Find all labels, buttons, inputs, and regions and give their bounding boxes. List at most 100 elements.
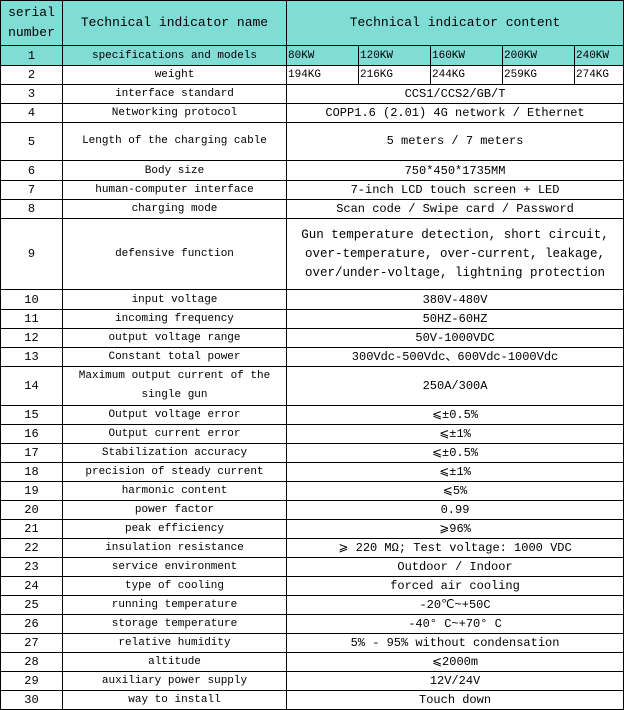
table-row: 18 precision of steady current ⩽±1% xyxy=(0,462,624,482)
model-cell: 240KW xyxy=(573,45,624,66)
table-row: 11 incoming frequency 50HZ-60HZ xyxy=(0,309,624,329)
content-cell: ⩽±0.5% xyxy=(285,443,624,463)
name-cell: input voltage xyxy=(62,289,287,310)
serial-cell: 10 xyxy=(0,289,63,310)
table-row: 5 Length of the charging cable 5 meters / … xyxy=(0,122,624,161)
table-row: 29 auxiliary power supply 12V/24V xyxy=(0,671,624,691)
content-cell: ⩽2000m xyxy=(285,652,624,672)
name-cell: Body size xyxy=(62,160,287,181)
weight-cell: 194KG xyxy=(286,65,359,85)
content-cell: 5% - 95% without condensation xyxy=(285,633,624,653)
serial-cell: 7 xyxy=(0,180,63,200)
name-cell: defensive function xyxy=(62,218,287,290)
name-cell: Maximum output current of the single gun xyxy=(62,366,287,406)
serial-cell: 12 xyxy=(0,328,63,348)
content-cell: ⩽±0.5% xyxy=(285,405,624,425)
table-row: 21 peak efficiency ⩾96% xyxy=(0,519,624,539)
table-row: 24 type of cooling forced air cooling xyxy=(0,576,624,596)
content-cell: Touch down xyxy=(285,690,624,710)
table-row: 10 input voltage 380V-480V xyxy=(0,289,624,310)
name-cell: insulation resistance xyxy=(62,538,287,558)
table-row: 7 human-computer interface 7-inch LCD touc… xyxy=(0,180,624,200)
table-row: 27 relative humidity 5% - 95% without cond… xyxy=(0,633,624,653)
name-cell: power factor xyxy=(62,500,287,520)
name-cell: storage temperature xyxy=(62,614,287,634)
serial-cell: 15 xyxy=(0,405,63,425)
name-cell: Stabilization accuracy xyxy=(62,443,287,463)
serial-cell: 2 xyxy=(0,65,63,85)
serial-cell: 4 xyxy=(0,103,63,123)
weight-cell: 259KG xyxy=(502,65,575,85)
name-cell: Networking protocol xyxy=(62,103,287,123)
content-cell: ⩽±1% xyxy=(285,424,624,444)
name-cell: specifications and models xyxy=(62,45,287,66)
serial-cell: 28 xyxy=(0,652,63,672)
name-cell: Output voltage error xyxy=(62,405,287,425)
header-row: serial number Technical indicator name T… xyxy=(0,0,624,46)
name-cell: Length of the charging cable xyxy=(62,122,287,161)
name-cell: type of cooling xyxy=(62,576,287,596)
serial-cell: 14 xyxy=(0,366,63,406)
name-cell: charging mode xyxy=(62,199,287,219)
name-cell: auxiliary power supply xyxy=(62,671,287,691)
serial-cell: 21 xyxy=(0,519,63,539)
content-cell: forced air cooling xyxy=(285,576,624,596)
content-cell: ⩾ 220 MΩ; Test voltage: 1000 VDC xyxy=(285,538,624,558)
content-cell: CCS1/CCS2/GB/T xyxy=(285,84,624,104)
content-cell: 750*450*1735MM xyxy=(285,160,624,181)
table-row: 2 weight 194KG 216KG 244KG 259KG 274KG xyxy=(0,65,624,85)
table-row: 26 storage temperature -40° C~+70° C xyxy=(0,614,624,634)
table-row: 1 specifications and models 80KW 120KW 1… xyxy=(0,45,624,66)
serial-cell: 3 xyxy=(0,84,63,104)
table-row: 12 output voltage range 50V-1000VDC xyxy=(0,328,624,348)
table-row: 30 way to install Touch down xyxy=(0,690,624,710)
content-cell: Gun temperature detection, short circuit… xyxy=(285,218,624,290)
table-row: 19 harmonic content ⩽5% xyxy=(0,481,624,501)
name-cell: interface standard xyxy=(62,84,287,104)
table-row: 22 insulation resistance ⩾ 220 MΩ; Test vo… xyxy=(0,538,624,558)
serial-cell: 30 xyxy=(0,690,63,710)
serial-cell: 9 xyxy=(0,218,63,290)
model-cell: 160KW xyxy=(430,45,503,66)
name-cell: human-computer interface xyxy=(62,180,287,200)
table-row: 14 Maximum output current of the single g… xyxy=(0,366,624,406)
serial-cell: 6 xyxy=(0,160,63,181)
name-cell: Output current error xyxy=(62,424,287,444)
table-row: 16 Output current error ⩽±1% xyxy=(0,424,624,444)
content-cell: COPP1.6 (2.01) 4G network / Ethernet xyxy=(285,103,624,123)
content-cell: -40° C~+70° C xyxy=(285,614,624,634)
name-cell: harmonic content xyxy=(62,481,287,501)
weight-cell: 274KG xyxy=(573,65,624,85)
content-cell: 50V-1000VDC xyxy=(285,328,624,348)
content-cell: 5 meters / 7 meters xyxy=(285,122,624,161)
model-cell: 200KW xyxy=(502,45,575,66)
name-cell: way to install xyxy=(62,690,287,710)
table-row: 25 running temperature -20℃~+50C xyxy=(0,595,624,615)
name-cell: incoming frequency xyxy=(62,309,287,329)
table-row: 8 charging mode Scan code / Swipe card / P… xyxy=(0,199,624,219)
content-cell: 380V-480V xyxy=(285,289,624,310)
name-cell: altitude xyxy=(62,652,287,672)
content-cell: Scan code / Swipe card / Password xyxy=(285,199,624,219)
table-row: 4 Networking protocol COPP1.6 (2.01) 4G ne… xyxy=(0,103,624,123)
model-cell: 80KW xyxy=(286,45,359,66)
name-cell: output voltage range xyxy=(62,328,287,348)
name-cell: weight xyxy=(62,65,287,85)
serial-cell: 23 xyxy=(0,557,63,577)
content-cell: 7-inch LCD touch screen + LED xyxy=(285,180,624,200)
table-row: 20 power factor 0.99 xyxy=(0,500,624,520)
header-name: Technical indicator name xyxy=(62,0,287,46)
name-cell: running temperature xyxy=(62,595,287,615)
serial-cell: 13 xyxy=(0,347,63,367)
header-content: Technical indicator content xyxy=(285,0,624,46)
serial-cell: 25 xyxy=(0,595,63,615)
serial-cell: 1 xyxy=(0,45,63,66)
table-row: 6 Body size 750*450*1735MM xyxy=(0,160,624,181)
serial-cell: 8 xyxy=(0,199,63,219)
header-serial: serial number xyxy=(0,0,63,46)
serial-cell: 20 xyxy=(0,500,63,520)
serial-cell: 16 xyxy=(0,424,63,444)
content-cell: Outdoor / Indoor xyxy=(285,557,624,577)
serial-cell: 5 xyxy=(0,122,63,161)
